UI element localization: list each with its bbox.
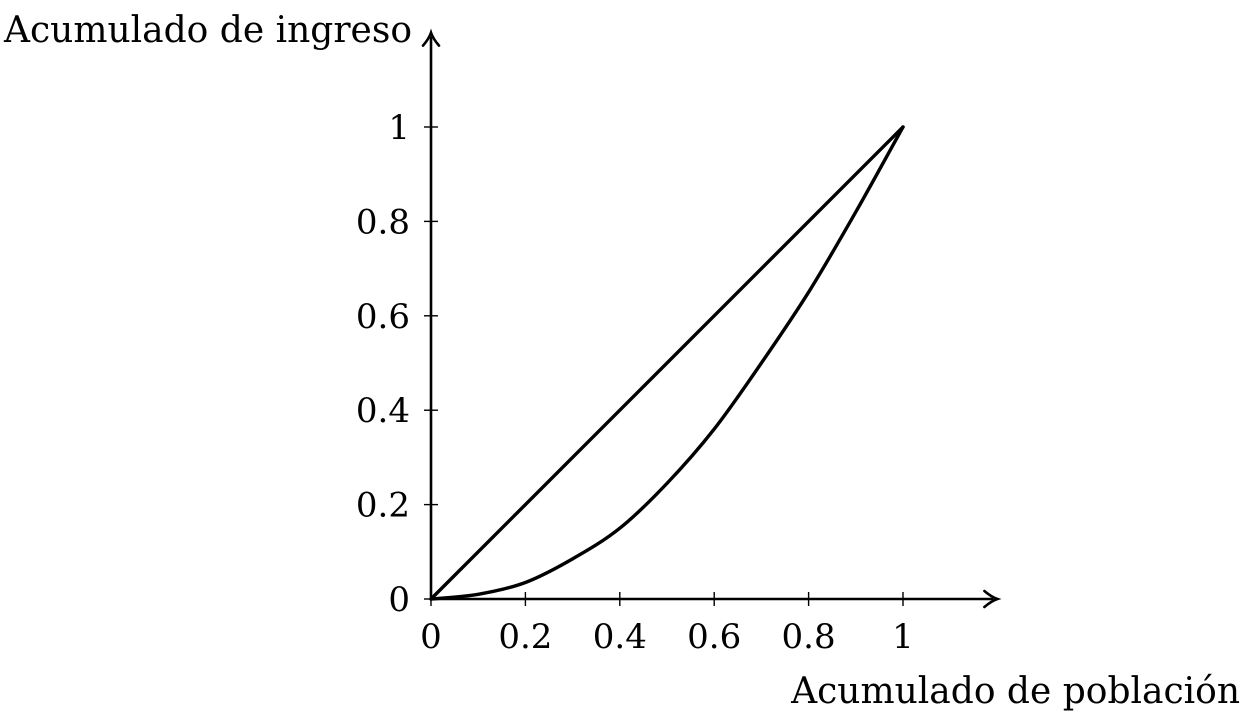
y-tick-label: 0.8 <box>356 202 410 242</box>
y-tick-label: 0.2 <box>356 486 410 526</box>
y-tick-label: 0.4 <box>356 391 410 431</box>
ticks-layer: 0 0.2 0.4 0.6 0.8 1 0 0.2 0.4 0.6 0.8 1 <box>356 108 914 657</box>
y-tick-label: 0.6 <box>356 297 410 337</box>
series-line-equality <box>429 125 905 601</box>
x-tick-label: 0.6 <box>687 617 741 657</box>
y-tick-label: 1 <box>388 108 410 148</box>
x-axis-title: Acumulado de población <box>790 671 1240 712</box>
x-axis-arrowhead <box>983 589 1002 609</box>
series-line-lorenz-curve <box>429 125 905 601</box>
y-axis-arrowhead <box>421 28 441 47</box>
series-layer <box>429 125 905 601</box>
x-tick-label: 1 <box>892 617 914 657</box>
x-tick-label: 0.4 <box>593 617 647 657</box>
x-tick-label: 0.8 <box>782 617 836 657</box>
x-tick-label: 0.2 <box>498 617 552 657</box>
x-tick-label: 0 <box>420 617 442 657</box>
y-axis-title: Acumulado de ingreso <box>3 10 412 51</box>
y-tick-label: 0 <box>388 580 410 620</box>
